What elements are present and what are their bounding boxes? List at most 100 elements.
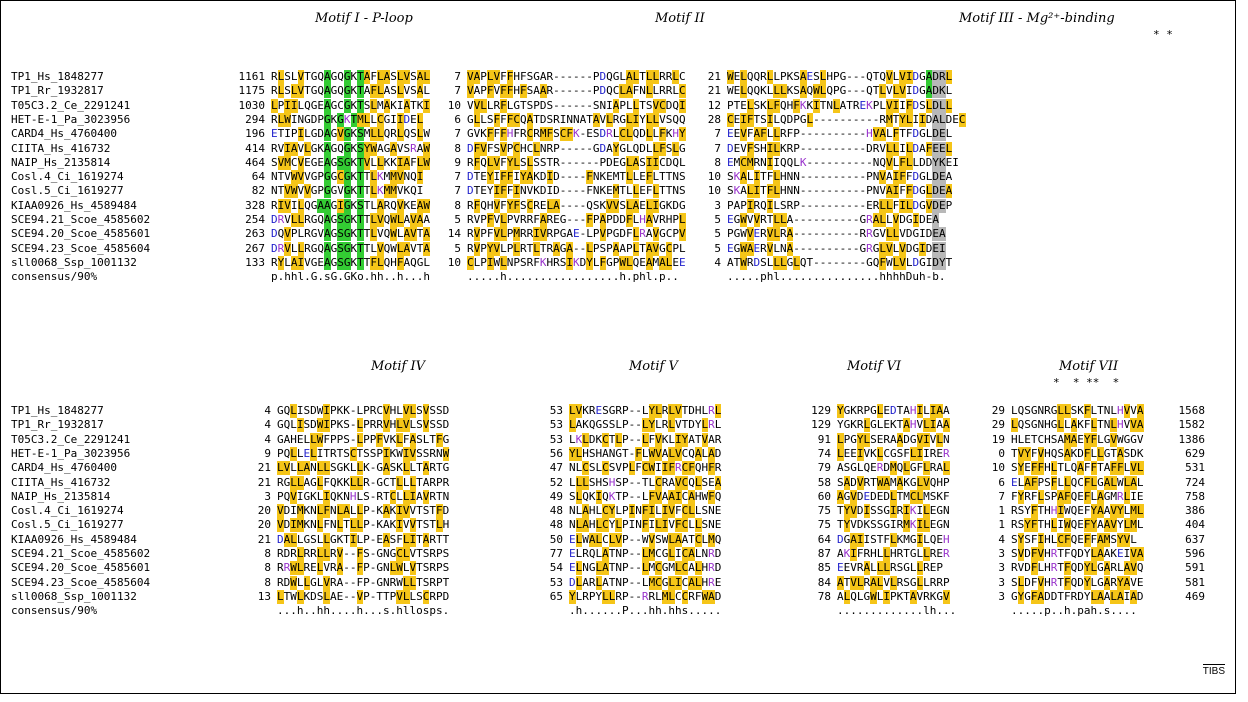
motif-v-segment: LAKQGSSLP--LYLRLVTDYLRL bbox=[569, 418, 722, 432]
start-position: 294 bbox=[245, 113, 265, 126]
motif-vii-segment: TVYFVHQSAKDFLLGTASDK bbox=[1011, 447, 1144, 461]
gap-length: 52 bbox=[549, 476, 563, 489]
gap-length: 4 bbox=[264, 433, 271, 446]
motif-i-segment: DQVPLRGVAGSGKTTLVQWLAVTA bbox=[271, 227, 430, 241]
motif-i-segment: RIVILQGAAGIGKSTLARQVKEAW bbox=[271, 199, 430, 213]
gap-length: 3 bbox=[998, 590, 1005, 603]
motif-ii-segment: GLLSFFFCQATDSRINNATAVLRGLIYLLVSQQ bbox=[467, 113, 686, 127]
gap-length: 8 bbox=[264, 547, 271, 560]
consensus-motif-vi: .............lh... bbox=[837, 604, 957, 617]
gap-length: 14 bbox=[447, 227, 461, 240]
gap-length: 65 bbox=[549, 590, 563, 603]
motif-iv-segment: RDWLLGLVRA--FP-GNRWLLTSRPT bbox=[277, 576, 450, 590]
start-position: 464 bbox=[245, 156, 265, 169]
gap-length: 21 bbox=[257, 533, 271, 546]
gap-length: 54 bbox=[549, 561, 563, 574]
motif-iv-segment: GQLISDWIPKK-LPRCVHLVLSVSSD bbox=[277, 404, 450, 418]
motif-vii-segment: LQSGNHGLLAKFLTNLHVVA bbox=[1011, 418, 1144, 432]
gap-length: 10 bbox=[991, 461, 1005, 474]
start-position: 1161 bbox=[238, 70, 266, 83]
gap-length: 7 bbox=[454, 70, 461, 83]
gap-length: 1 bbox=[998, 504, 1005, 517]
end-position: 1568 bbox=[1178, 404, 1206, 417]
gap-length: 53 bbox=[549, 433, 563, 446]
gap-length: 7 bbox=[454, 127, 461, 140]
motif-vi-segment: DGAIISTFLKMGILQEH bbox=[837, 533, 950, 547]
gap-length: 10 bbox=[447, 99, 461, 112]
sequence-name: HET-E-1_Pa_3023956 bbox=[11, 113, 131, 126]
motif-v-header: Motif V bbox=[629, 359, 678, 374]
gap-length: 20 bbox=[257, 518, 271, 531]
gap-length: 56 bbox=[549, 447, 563, 460]
sequence-name: TP1_Hs_1848277 bbox=[11, 404, 104, 417]
gap-length: 77 bbox=[549, 547, 563, 560]
sequence-name: KIAA0926_Hs_4589484 bbox=[11, 533, 137, 546]
gap-length: 5 bbox=[454, 213, 461, 226]
motif-vii-segment: RSYFTHLIWQEFYAAVYLML bbox=[1011, 518, 1144, 532]
motif-vii-header: Motif VII bbox=[1059, 359, 1119, 374]
gap-length: 3 bbox=[714, 199, 721, 212]
gap-length: 3 bbox=[998, 576, 1005, 589]
consensus-motif-iv: ...h..hh....h...s.hllosps. bbox=[277, 604, 450, 617]
gap-length: 87 bbox=[817, 547, 831, 560]
gap-length: 78 bbox=[817, 590, 831, 603]
gap-length: 8 bbox=[264, 576, 271, 589]
end-position: 531 bbox=[1185, 461, 1205, 474]
gap-length: 91 bbox=[817, 433, 831, 446]
motif-vi-segment: YGKRPGLEDTAHILIAA bbox=[837, 404, 950, 418]
motif-iii-segment: PGWVERVLRA----------RRGVLLVDGIDEA bbox=[727, 227, 946, 241]
gap-length: 85 bbox=[817, 561, 831, 574]
motif-vi-segment: SADVRTWAMAKGLVQHP bbox=[837, 476, 950, 490]
gap-length: 7 bbox=[454, 184, 461, 197]
gap-length: 12 bbox=[707, 99, 721, 112]
motif-iii-segment: EEVFAFLLRFP----------HVALFTFDGLDEL bbox=[727, 127, 953, 141]
consensus-motif-v: .h......P...hh.hhs..... bbox=[569, 604, 722, 617]
gap-length: 53 bbox=[549, 404, 563, 417]
sequence-name: CARD4_Hs_4760400 bbox=[11, 127, 117, 140]
sequence-name: SCE94.23_Scoe_4585604 bbox=[11, 242, 151, 255]
end-position: 758 bbox=[1185, 490, 1205, 503]
motif-i-segment: ETIPILGDAGVGKSMLLQRLQSLW bbox=[271, 127, 430, 141]
sequence-name: SCE94.20_Scoe_4585601 bbox=[11, 561, 151, 574]
motif-iv-segment: RGLLAGLFQKKLLR-GCTLLLTARPR bbox=[277, 476, 450, 490]
motif-ii-segment: VAPLVFFHFSGAR------PDQGLALTLLRRLC bbox=[467, 70, 686, 84]
gap-length: 4 bbox=[998, 533, 1005, 546]
gap-length: 29 bbox=[991, 418, 1005, 431]
motif-vi-segment: LPGYLSERAADGVIVLN bbox=[837, 433, 950, 447]
motif-v-segment: NLAHLCYLPINFILIVFCLLSNE bbox=[569, 518, 722, 532]
sequence-name: Cosl.4_Ci_1619274 bbox=[11, 170, 124, 183]
motif-vi-segment: LEEIVKLCGSFLIIRER bbox=[837, 447, 950, 461]
motif-i-segment: RLWINGDPGKGKTMLLCGIIDEL bbox=[271, 113, 424, 127]
gap-length: 10 bbox=[447, 256, 461, 269]
motif-vii-segment: FYRFLSPAFQEFLAGMRLIE bbox=[1011, 490, 1144, 504]
motif-iv-segment: PQVIGKLIQKNHLS-RTCLLIAVRTN bbox=[277, 490, 450, 504]
motif-iii-stars: * * bbox=[1153, 28, 1173, 41]
motif-vi-segment: TYVDISSGIRIKILEGN bbox=[837, 504, 950, 518]
motif-i-segment: RLSLVTGQAGQGKTAFLASLVSAL bbox=[271, 70, 430, 84]
motif-iv-segment: PQLLELITRTSCTSSPIKWIVSSRNW bbox=[277, 447, 450, 461]
motif-vii-segment: SVDFVHRTFQDYLAAKEIVA bbox=[1011, 547, 1144, 561]
sequence-name: CARD4_Hs_4760400 bbox=[11, 461, 117, 474]
motif-v-segment: DLARLATNP--LMCGLICALHRE bbox=[569, 576, 722, 590]
journal-label: TIBS bbox=[1202, 664, 1225, 677]
motif-i-segment: RLSLVTGQAGQGKTAFLASLVSAL bbox=[271, 84, 430, 98]
sequence-name: T05C3.2_Ce_2291241 bbox=[11, 99, 131, 112]
gap-length: 60 bbox=[817, 490, 831, 503]
sequence-name: SCE94.23_Scoe_4585604 bbox=[11, 576, 151, 589]
motif-v-segment: LLLSHSHSP--TLCRAVCQLSEA bbox=[569, 476, 722, 490]
gap-length: 75 bbox=[817, 518, 831, 531]
gap-length: 74 bbox=[817, 447, 831, 460]
motif-ii-segment: VVLLRFLGTSPDS------SNIAPLLTSVCDQI bbox=[467, 99, 686, 113]
gap-length: 7 bbox=[454, 170, 461, 183]
gap-length: 3 bbox=[998, 561, 1005, 574]
motif-vii-segment: SYEFFHLTLQAFFTAFFLVL bbox=[1011, 461, 1144, 475]
gap-length: 0 bbox=[998, 447, 1005, 460]
sequence-name: HET-E-1_Pa_3023956 bbox=[11, 447, 131, 460]
motif-vi-header: Motif VI bbox=[847, 359, 901, 374]
gap-length: 84 bbox=[817, 576, 831, 589]
motif-vii-stars: * * ** * bbox=[1053, 376, 1120, 389]
consensus-motif-iii: .....phl...............hhhhDuh-b. bbox=[727, 270, 946, 283]
gap-length: 5 bbox=[454, 242, 461, 255]
gap-length: 5 bbox=[714, 242, 721, 255]
gap-length: 21 bbox=[707, 70, 721, 83]
